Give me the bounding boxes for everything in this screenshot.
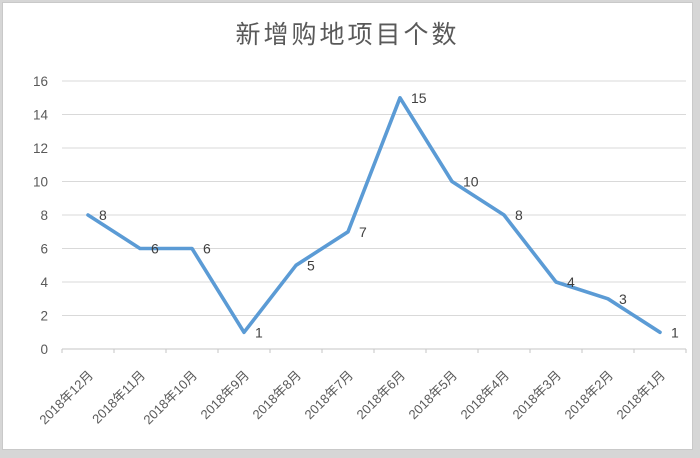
x-tick-label: 2018年10月: [140, 368, 200, 428]
x-tick-label: 2018年1月: [614, 368, 669, 423]
y-tick-label: 14: [33, 107, 49, 122]
y-tick-label: 2: [40, 308, 48, 323]
data-point-label: 1: [671, 324, 679, 340]
data-point-label: 15: [411, 90, 427, 106]
data-point-label: 8: [515, 207, 523, 223]
y-tick-label: 8: [40, 208, 48, 223]
x-tick-label: 2018年2月: [562, 368, 617, 423]
y-tick-label: 10: [33, 174, 48, 189]
data-point-label: 4: [567, 274, 575, 290]
data-point-label: 1: [255, 324, 263, 340]
chart-title: 新增购地项目个数: [235, 20, 460, 49]
series-line: [86, 96, 662, 335]
x-tick-label: 2018年12月: [36, 368, 96, 428]
y-tick-label: 0: [40, 342, 48, 357]
y-tick-label: 16: [33, 74, 48, 89]
x-tick-label: 2018年3月: [510, 368, 565, 423]
y-tick-label: 4: [40, 275, 48, 290]
x-tick-label: 2018年4月: [458, 368, 513, 423]
y-tick-label: 12: [33, 141, 48, 156]
data-point-label: 5: [307, 257, 315, 273]
x-tick-label: 2018年7月: [302, 368, 357, 423]
data-point-label: 3: [619, 291, 627, 307]
x-tick-label: 2018年5月: [406, 368, 461, 423]
data-point-label: 6: [203, 241, 211, 257]
y-tick-label: 6: [40, 241, 48, 256]
x-tick-label: 2018年6月: [354, 368, 409, 423]
data-point-label: 10: [463, 174, 479, 190]
x-tick-label: 2018年9月: [198, 368, 253, 423]
x-tick-label: 2018年8月: [250, 368, 305, 423]
data-point-label: 8: [99, 207, 107, 223]
chart-card[interactable]: 新增购地项目个数 0 2 4 6 8 10 12 14 16 8 6 6 1 5 7 15 10 8 4 3 1 2018…: [2, 2, 693, 450]
data-point-label: 7: [359, 224, 367, 240]
data-point-label: 6: [151, 241, 159, 257]
x-tick-label: 2018年11月: [89, 368, 148, 427]
